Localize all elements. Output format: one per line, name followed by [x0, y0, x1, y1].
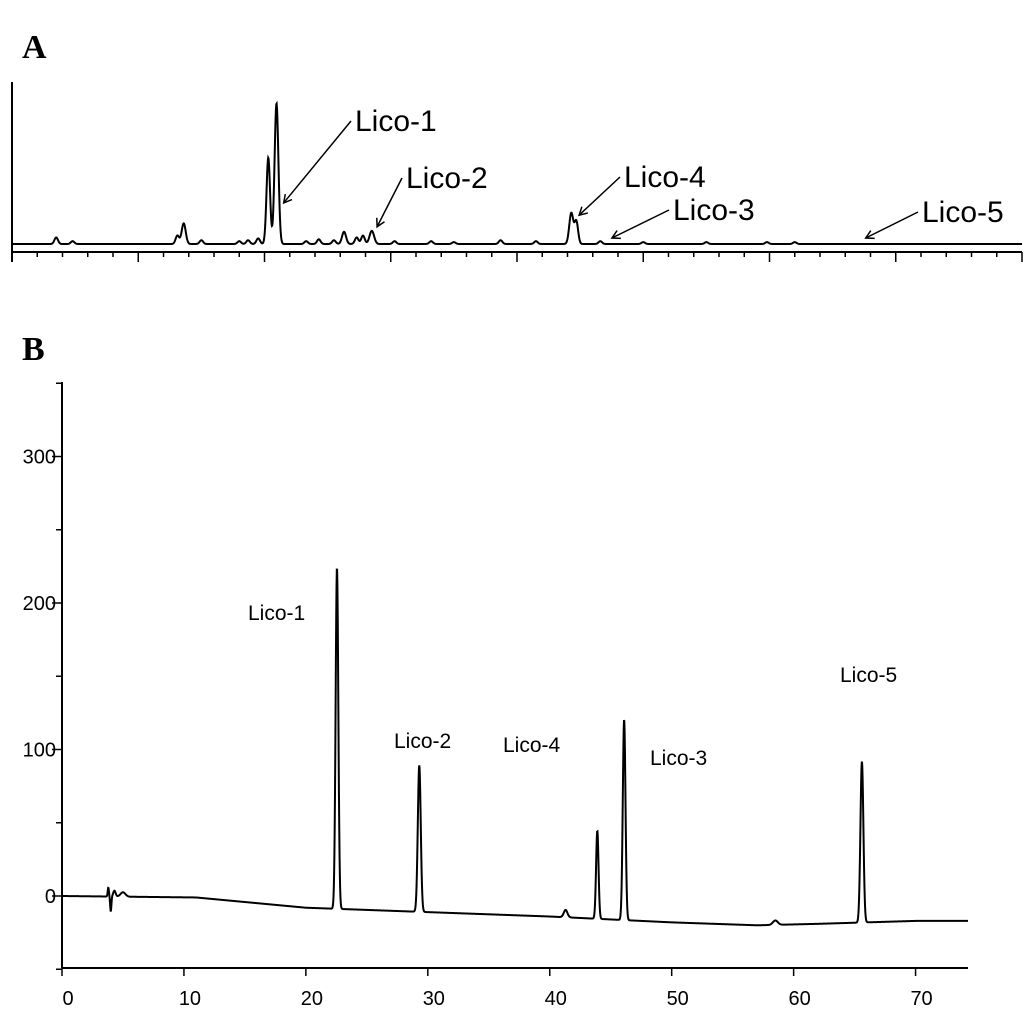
- panel-b-x-tick-label: 50: [667, 988, 689, 1010]
- panel-a-arrow-shaft: [283, 120, 352, 204]
- panel-b-x-tick-label: 0: [62, 988, 73, 1010]
- panel-b-x-tick-label: 30: [423, 988, 445, 1010]
- panel-a-arrowhead: [376, 217, 385, 229]
- panel-a-peak-label: Lico-4: [624, 161, 706, 194]
- panel-a-arrowhead: [610, 230, 621, 240]
- panel-a-peak-label: Lico-2: [406, 162, 488, 195]
- panel-b-y-tick-label: 0: [45, 886, 56, 908]
- panel-a-arrow-shaft: [611, 209, 670, 239]
- panel-b-peak-label: Lico-5: [840, 664, 897, 687]
- panel-label-a: A: [22, 29, 47, 66]
- panel-b-ticks: 0 10 20 30 40 50 60 70 0 100 200 300: [23, 382, 933, 1010]
- panel-b-x-tick-label: 60: [789, 988, 811, 1010]
- panel-a-arrowhead: [577, 206, 588, 217]
- panel-b-trace: [62, 568, 968, 927]
- panel-a-arrow-shaft: [578, 176, 621, 216]
- panel-b-peak-labels: Lico-1 Lico-2 Lico-4 Lico-3 Lico-5: [248, 602, 897, 770]
- panel-b-x-tick-label: 70: [910, 988, 932, 1010]
- panel-b-x-tick-label: 10: [179, 988, 201, 1010]
- panel-a-peak-label: Lico-5: [922, 196, 1004, 229]
- panel-a-arrowhead: [864, 230, 875, 240]
- panel-b-y-tick-label: 300: [23, 447, 56, 469]
- panel-b-peak-label: Lico-2: [394, 730, 451, 753]
- panel-a-arrowhead: [282, 193, 293, 205]
- panel-a-peak-label: Lico-1: [355, 105, 437, 138]
- panel-b-peak-label: Lico-4: [503, 734, 561, 757]
- panel-a-arrow-shaft: [865, 211, 919, 239]
- panel-b-y-tick-label: 100: [23, 740, 56, 762]
- panel-b-y-tick-label: 200: [23, 593, 56, 615]
- panel-b-x-tick-label: 20: [301, 988, 323, 1010]
- panel-label-b: B: [22, 331, 45, 368]
- panel-a-tick-marks: [11, 252, 1023, 262]
- panel-a-arrow-shaft: [376, 177, 403, 228]
- panel-a-peak-label: Lico-3: [673, 194, 755, 227]
- panel-b-x-tick-label: 40: [545, 988, 567, 1010]
- panel-a-trace: [12, 100, 1022, 245]
- panel-b-peak-label: Lico-1: [248, 602, 305, 625]
- panel-b-peak-label: Lico-3: [650, 747, 707, 770]
